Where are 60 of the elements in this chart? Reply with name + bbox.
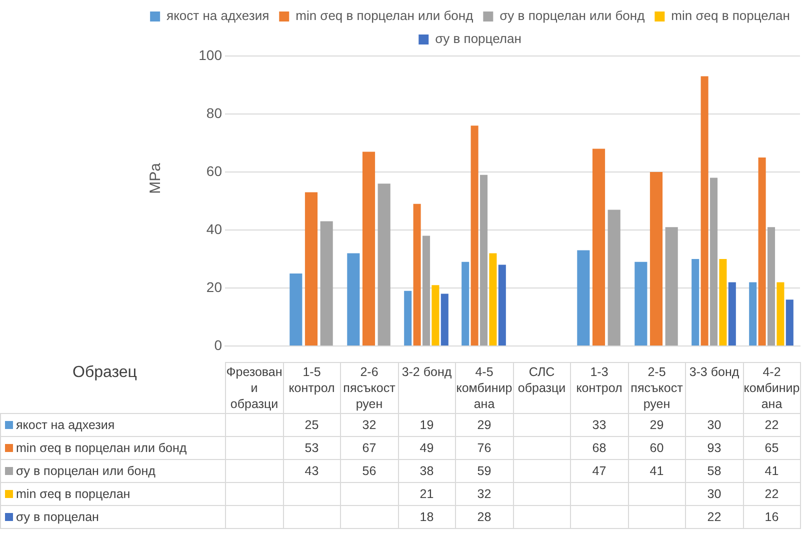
data-label: 49 [398, 436, 456, 460]
data-label: 47 [570, 460, 628, 482]
legend-label: якост на адхезия [166, 8, 270, 24]
x-tick-label: 2-5 пясъкоструен [628, 362, 686, 414]
legend-label: min σeq в порцелан [671, 8, 790, 24]
data-label: 76 [456, 436, 513, 460]
data-label: 22 [686, 506, 743, 528]
y-tick-label: 80 [206, 104, 222, 121]
data-label: 38 [398, 460, 456, 482]
x-tick-label: 3-2 бонд [398, 362, 456, 414]
data-label: 93 [686, 436, 743, 460]
data-label: 18 [398, 506, 456, 528]
data-label: 56 [340, 460, 398, 482]
data-label: 16 [743, 506, 800, 528]
text: min σeq в порцелан или бонд [16, 441, 187, 455]
x-tick-label: 1-3 контрол [570, 362, 628, 414]
data-label: 29 [456, 414, 513, 436]
y-tick-label: 0 [214, 336, 222, 353]
x-tick-label: СЛС образци [513, 362, 570, 414]
data-label: 43 [283, 460, 340, 482]
data-label: 41 [743, 460, 800, 482]
x-tick-label: 4-5 комбинирана [456, 362, 513, 414]
y-tick-label: 100 [198, 46, 222, 63]
data-label: 29 [628, 414, 686, 436]
legend-label: σy в порцелан или бонд [500, 8, 646, 24]
x-tick-label: 4-2 комбинирана [743, 362, 800, 414]
data-label: 21 [398, 482, 456, 506]
data-label: 32 [340, 414, 398, 436]
text: min σeq в порцелан [16, 487, 130, 501]
data-label: 53 [283, 436, 340, 460]
x-axis-title: Образец [72, 362, 138, 382]
legend-label: σy в порцелан [435, 31, 522, 46]
x-tick-label: 2-6 пясъкоструен [340, 362, 398, 414]
data-label: 32 [456, 482, 513, 506]
data-label: 30 [686, 482, 743, 506]
x-tick-label: 1-5 контрол [283, 362, 340, 414]
data-label: 22 [743, 482, 800, 506]
data-label: 68 [570, 436, 628, 460]
y-tick-label: 60 [206, 162, 222, 179]
text: σy в порцелан [16, 510, 99, 524]
data-label: 28 [456, 506, 513, 528]
data-label: 30 [686, 414, 743, 436]
legend-label: min σeq в порцелан или бонд [296, 8, 474, 24]
data-label: 33 [570, 414, 628, 436]
text: σy в порцелан или бонд [16, 464, 156, 478]
y-tick-label: 20 [206, 278, 222, 295]
data-label: 19 [398, 414, 456, 436]
text: якост на адхезия [16, 418, 115, 432]
data-label: 65 [743, 436, 800, 460]
x-tick-label: 3-3 бонд [686, 362, 743, 414]
data-label: 58 [686, 460, 743, 482]
data-label: 22 [743, 414, 800, 436]
x-tick-label: Фрезовани образци [226, 362, 283, 414]
data-label: 25 [283, 414, 340, 436]
data-label: 67 [340, 436, 398, 460]
data-label: 41 [628, 460, 686, 482]
y-axis-title: MPa [146, 163, 164, 194]
data-label: 59 [456, 460, 513, 482]
data-label: 60 [628, 436, 686, 460]
y-tick-label: 40 [206, 220, 222, 237]
